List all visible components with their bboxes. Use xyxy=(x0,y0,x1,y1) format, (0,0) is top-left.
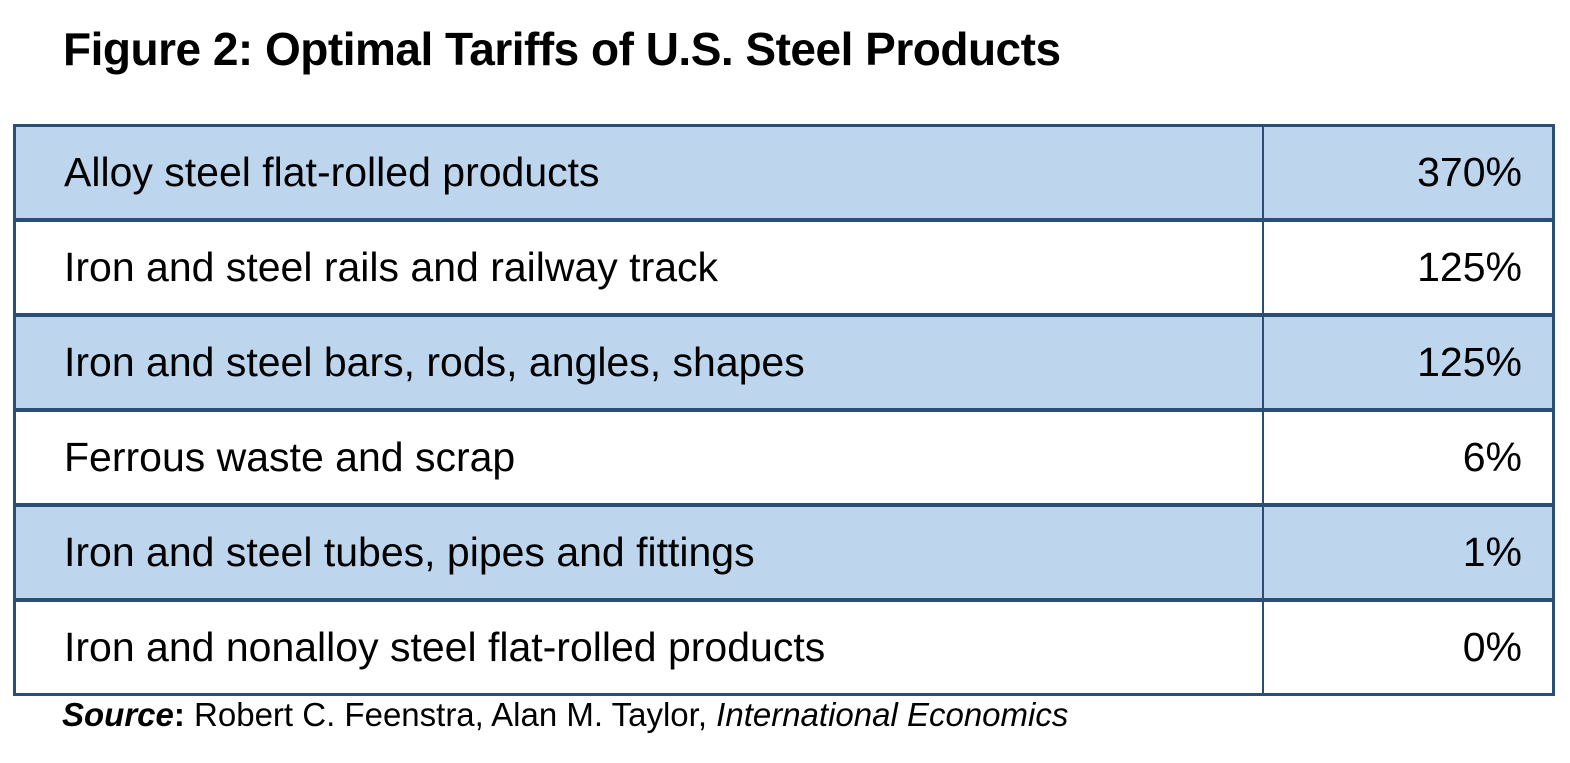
source-authors: Robert C. Feenstra, Alan M. Taylor, xyxy=(184,696,717,733)
product-cell: Iron and nonalloy steel flat-rolled prod… xyxy=(14,600,1264,695)
product-cell: Iron and steel bars, rods, angles, shape… xyxy=(14,315,1264,410)
tariff-cell: 370% xyxy=(1417,149,1522,195)
table-row: Iron and steel bars, rods, angles, shape… xyxy=(14,315,1554,410)
source-colon: : xyxy=(173,696,185,733)
product-cell: Alloy steel flat-rolled products xyxy=(14,125,1264,220)
table-row: Iron and steel rails and railway track 1… xyxy=(14,220,1554,315)
tariff-cell: 125% xyxy=(1417,339,1522,385)
tariff-table: Alloy steel flat-rolled products 370% Ir… xyxy=(13,124,1555,696)
source-work: International Economics xyxy=(716,696,1069,733)
product-cell: Iron and steel tubes, pipes and fittings xyxy=(14,505,1264,600)
tariff-cell: 1% xyxy=(1462,529,1522,575)
product-cell: Ferrous waste and scrap xyxy=(14,410,1264,505)
tariff-cell: 0% xyxy=(1462,624,1522,670)
table-row: Alloy steel flat-rolled products 370% xyxy=(14,125,1554,220)
product-cell: Iron and steel rails and railway track xyxy=(14,220,1264,315)
tariff-cell: 6% xyxy=(1462,434,1522,480)
tariff-cell: 125% xyxy=(1417,244,1522,290)
table-row: Iron and steel tubes, pipes and fittings… xyxy=(14,505,1554,600)
source-line: Source: Robert C. Feenstra, Alan M. Tayl… xyxy=(62,696,1068,734)
table-row: Iron and nonalloy steel flat-rolled prod… xyxy=(14,600,1554,695)
figure-title: Figure 2: Optimal Tariffs of U.S. Steel … xyxy=(63,23,1061,75)
table-row: Ferrous waste and scrap 6% xyxy=(14,410,1554,505)
source-label: Source xyxy=(62,696,174,733)
